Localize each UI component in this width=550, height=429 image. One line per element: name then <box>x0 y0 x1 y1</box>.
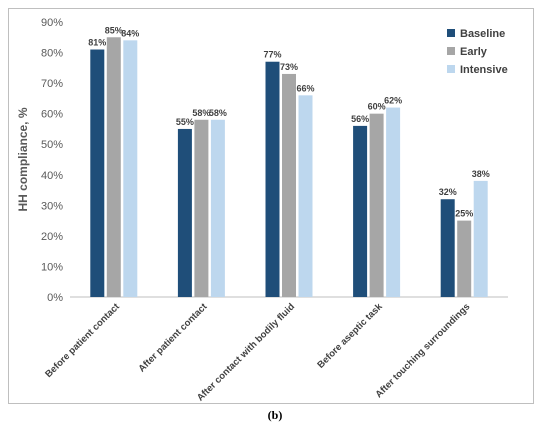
bar-baseline <box>440 199 455 297</box>
bar-early <box>457 220 472 297</box>
data-label: 62% <box>384 96 402 106</box>
category-label: After contact with bodily fluid <box>195 301 297 403</box>
bar-intensive <box>210 119 225 298</box>
bar-early <box>369 113 384 298</box>
data-label: 38% <box>472 169 490 179</box>
category-label: After patient contact <box>136 301 210 375</box>
y-axis-ticks: 0% 10% 20% 30% 40% 50% 60% 70% 80% 90% <box>41 17 63 304</box>
category-label: After touching surroundings <box>373 301 472 400</box>
category-label: Before patient contact <box>43 301 122 380</box>
legend: Baseline Early Intensive <box>447 28 508 76</box>
legend-label-early: Early <box>460 46 488 58</box>
data-label: 55% <box>176 117 194 127</box>
data-label: 84% <box>121 28 139 38</box>
y-tick-label: 60% <box>41 109 63 121</box>
bar-chart: HH compliance, % 0% 10% 20% 30% 40% 50% 60% 70%… <box>16 17 508 404</box>
y-tick-label: 30% <box>41 200 63 212</box>
data-label: 66% <box>296 83 314 93</box>
bar-intensive <box>298 95 313 297</box>
data-label: 81% <box>88 38 106 48</box>
data-label: 60% <box>368 102 386 112</box>
legend-swatch-intensive <box>447 65 455 73</box>
data-label: 32% <box>439 187 457 197</box>
y-tick-label: 20% <box>41 231 63 243</box>
category-labels: Before patient contact After patient cont… <box>43 301 472 404</box>
y-axis-label: HH compliance, % <box>16 107 30 211</box>
bar-intensive <box>386 107 401 297</box>
legend-label-baseline: Baseline <box>460 28 505 40</box>
bar-baseline <box>353 125 368 297</box>
bar-early <box>282 73 296 297</box>
bar-intensive <box>123 40 138 297</box>
data-labels: 81%85%84%55%58%58%77%73%66%56%60%62%32%2… <box>88 25 489 218</box>
y-tick-label: 0% <box>47 292 63 304</box>
y-tick-label: 90% <box>41 17 63 29</box>
category-label: Before aseptic task <box>315 301 385 371</box>
data-label: 77% <box>263 50 281 60</box>
bar-baseline <box>177 128 192 297</box>
bar-intensive <box>473 180 488 297</box>
data-label: 85% <box>105 25 123 35</box>
data-label: 73% <box>280 62 298 72</box>
data-label: 58% <box>192 108 210 118</box>
bars <box>90 37 488 298</box>
chart-frame: HH compliance, % 0% 10% 20% 30% 40% 50% 60% 70%… <box>8 8 534 404</box>
data-label: 25% <box>455 209 473 219</box>
legend-swatch-baseline <box>447 29 455 37</box>
y-tick-label: 50% <box>41 139 63 151</box>
bar-early <box>106 37 121 298</box>
legend-label-intensive: Intensive <box>460 64 508 76</box>
y-tick-label: 80% <box>41 48 63 60</box>
bar-baseline <box>90 49 105 297</box>
data-label: 56% <box>351 114 369 124</box>
bar-baseline <box>265 61 280 297</box>
data-label: 58% <box>209 108 227 118</box>
figure-caption: (b) <box>267 408 283 422</box>
y-tick-label: 40% <box>41 170 63 182</box>
legend-swatch-early <box>447 47 455 55</box>
y-tick-label: 10% <box>41 261 63 273</box>
bar-early <box>194 119 209 298</box>
y-tick-label: 70% <box>41 78 63 90</box>
